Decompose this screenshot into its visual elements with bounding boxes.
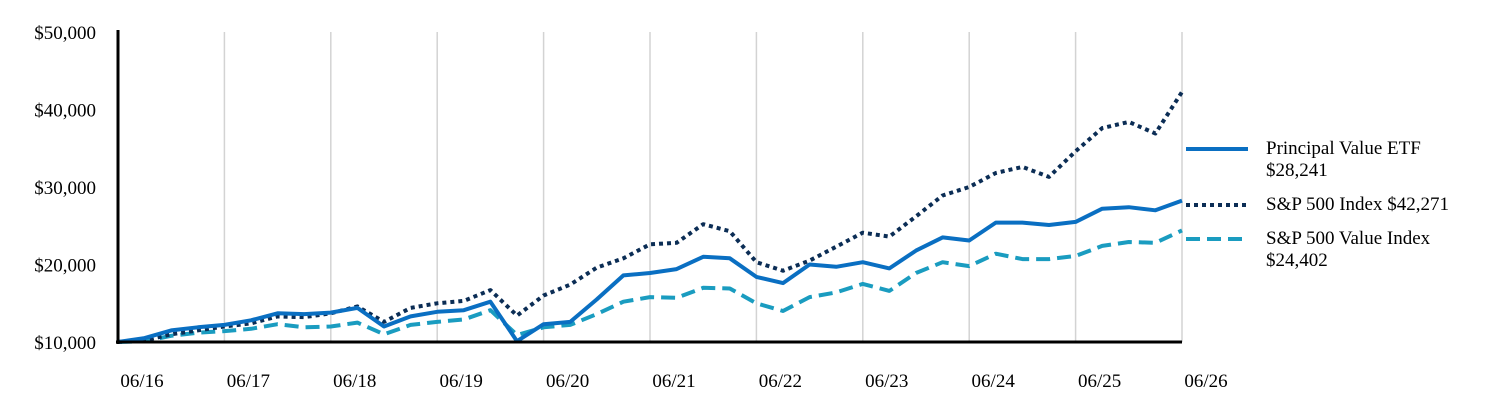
y-tick-label: $10,000 xyxy=(34,333,96,354)
legend-label: Principal Value ETF xyxy=(1266,138,1421,159)
legend-label: S&P 500 Index xyxy=(1266,194,1383,215)
x-axis-ticks: 06/16 06/17 06/18 06/19 06/20 06/21 06/22 06/23… xyxy=(120,371,1227,392)
x-tick-label: 06/17 xyxy=(227,371,270,392)
x-tick-label: 06/25 xyxy=(1078,371,1121,392)
y-axis-ticks: $10,000 $20,000 $30,000 $40,000 $50,000 xyxy=(34,23,96,354)
x-tick-label: 06/23 xyxy=(865,371,908,392)
series-line-1 xyxy=(117,90,1184,344)
legend-item-sp500-index: S&P 500 Index $42,271 xyxy=(1186,194,1506,216)
legend-label: S&P 500 Value Index xyxy=(1266,228,1431,249)
series-line-2 xyxy=(117,228,1183,344)
x-tick-label: 06/22 xyxy=(759,371,802,392)
legend-swatch-sp500-value xyxy=(1186,237,1248,241)
x-tick-label: 06/21 xyxy=(652,371,695,392)
legend-swatch-principal xyxy=(1186,147,1248,151)
legend-value: $42,271 xyxy=(1387,194,1449,215)
legend-value: $24,402 xyxy=(1266,250,1328,271)
gridlines xyxy=(223,32,1183,342)
x-tick-label: 06/18 xyxy=(333,371,376,392)
x-tick-label: 06/19 xyxy=(440,371,483,392)
legend: Principal Value ETF $28,241 S&P 500 Inde… xyxy=(1186,138,1506,284)
x-tick-label: 06/26 xyxy=(1184,371,1227,392)
y-tick-label: $20,000 xyxy=(34,256,96,277)
x-tick-label: 06/20 xyxy=(546,371,589,392)
legend-swatch-sp500 xyxy=(1186,203,1248,207)
legend-value: $28,241 xyxy=(1266,160,1328,181)
legend-item-principal-value-etf: Principal Value ETF $28,241 xyxy=(1186,138,1506,182)
x-tick-label: 06/16 xyxy=(120,371,163,392)
y-tick-label: $50,000 xyxy=(34,23,96,44)
axes xyxy=(116,30,1182,344)
y-tick-label: $30,000 xyxy=(34,178,96,199)
x-tick-label: 06/24 xyxy=(972,371,1016,392)
series-lines xyxy=(117,90,1184,344)
legend-item-sp500-value-index: S&P 500 Value Index $24,402 xyxy=(1186,228,1506,272)
y-tick-label: $40,000 xyxy=(34,101,96,122)
series-line-0 xyxy=(117,198,1183,344)
